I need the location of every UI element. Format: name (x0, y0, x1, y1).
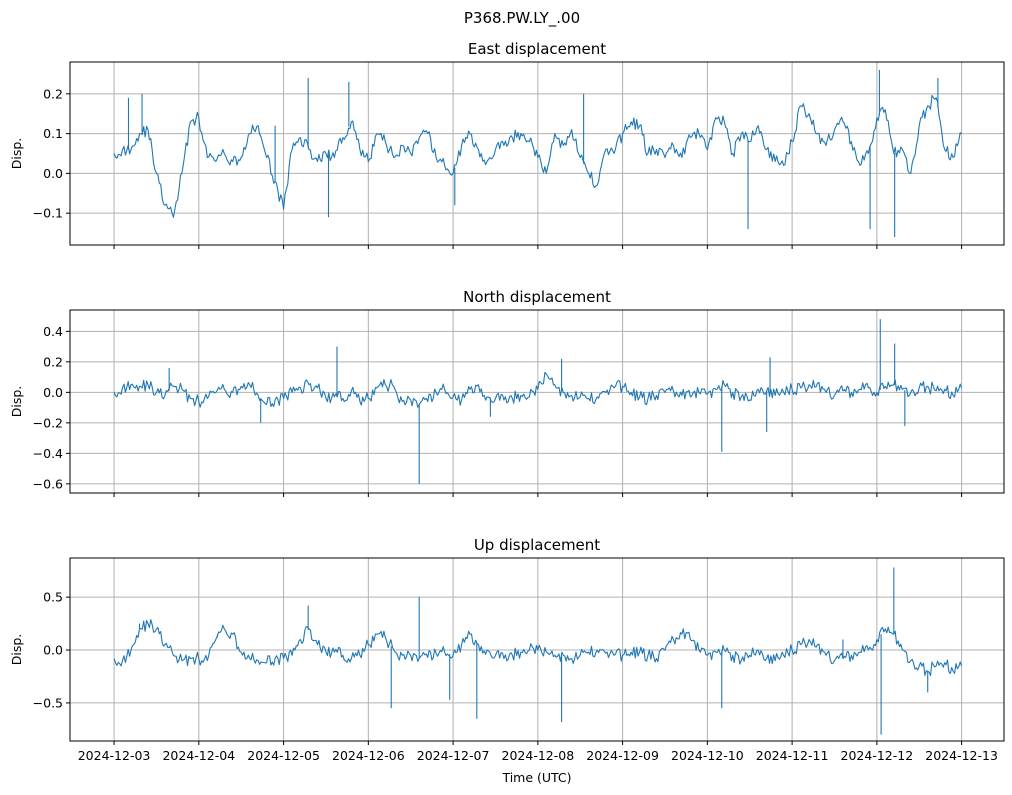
up-xtick-label-10: 2024-12-13 (925, 748, 998, 763)
up-xtick-label-6: 2024-12-09 (586, 748, 659, 763)
east-ytick-label-0: −0.1 (33, 206, 63, 221)
up-ytick-label-0: −0.5 (33, 695, 63, 710)
x-axis-label: Time (UTC) (501, 770, 571, 785)
east-ytick-label-3: 0.2 (43, 86, 63, 101)
up-ytick-label-1: 0.0 (43, 643, 63, 658)
east-title: East displacement (468, 40, 606, 58)
east-ytick-label-2: 0.1 (43, 126, 63, 141)
up-xtick-label-2: 2024-12-05 (247, 748, 320, 763)
north-ylabel: Disp. (9, 386, 24, 418)
up-xtick-label-8: 2024-12-11 (756, 748, 829, 763)
up-title: Up displacement (474, 536, 600, 554)
up-axes-frame (69, 557, 1005, 742)
north-ytick-label-0: −0.6 (33, 476, 63, 491)
north-axes-frame (69, 309, 1005, 494)
up-plot-area (113, 567, 963, 735)
north-ytick-label-5: 0.4 (43, 324, 63, 339)
up-xtick-label-0: 2024-12-03 (78, 748, 151, 763)
east-axes-frame (69, 61, 1005, 246)
panel-east: −0.1 0.0 0.1 0.2 East displacement Disp. (9, 40, 1005, 249)
up-xtick-label-3: 2024-12-06 (332, 748, 405, 763)
north-ytick-label-3: 0.0 (43, 385, 63, 400)
up-xtick-label-4: 2024-12-07 (417, 748, 490, 763)
north-plot-area (113, 319, 963, 484)
up-xtick-label-7: 2024-12-10 (671, 748, 744, 763)
east-ylabel: Disp. (9, 138, 24, 170)
figure-suptitle: P368.PW.LY_.00 (464, 9, 580, 28)
panel-up: 2024-12-03 2024-12-04 2024-12-05 2024-12-06… (9, 536, 1005, 763)
east-plot-area (113, 69, 962, 238)
east-ytick-label-1: 0.0 (43, 166, 63, 181)
up-series-line (113, 619, 963, 677)
up-xtick-label-1: 2024-12-04 (162, 748, 235, 763)
up-ylabel: Disp. (9, 634, 24, 666)
north-ytick-label-2: −0.2 (33, 415, 63, 430)
north-ytick-label-4: 0.2 (43, 354, 63, 369)
panel-north: −0.6 −0.4 −0.2 0.0 0.2 0.4 North displacement D… (9, 288, 1005, 497)
east-series-line (113, 94, 962, 218)
up-xtick-label-5: 2024-12-08 (502, 748, 575, 763)
up-xtick-label-9: 2024-12-12 (841, 748, 914, 763)
north-ytick-label-1: −0.4 (33, 446, 63, 461)
up-ytick-label-2: 0.5 (43, 590, 63, 605)
north-series-line (113, 371, 963, 408)
north-title: North displacement (463, 288, 611, 306)
